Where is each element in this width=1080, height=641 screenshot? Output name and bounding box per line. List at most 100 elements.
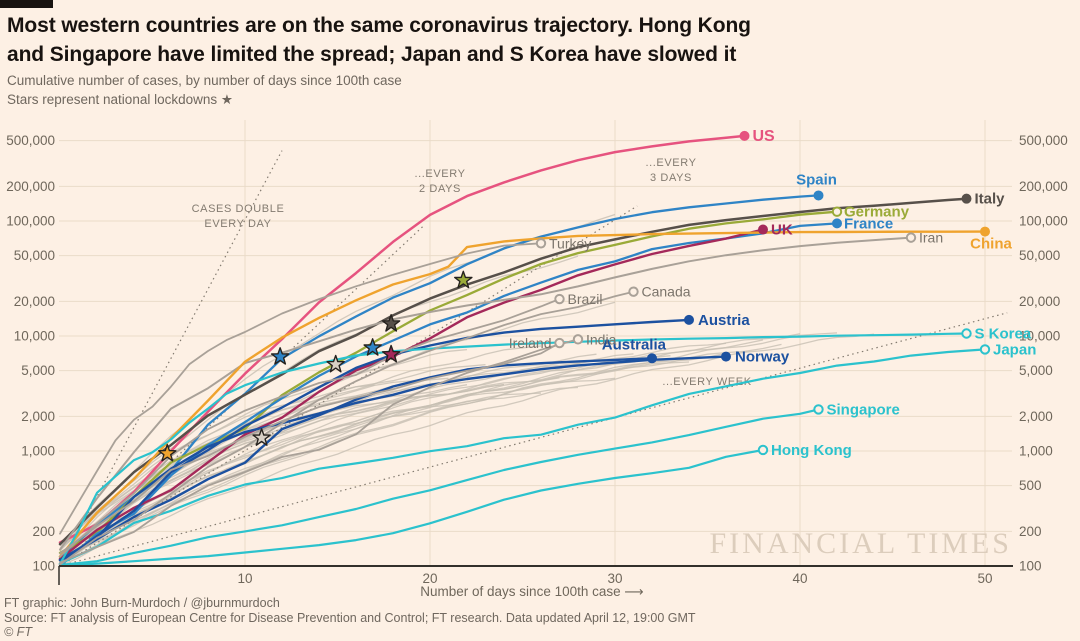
series-label-france: France — [844, 215, 893, 232]
lockdown-star — [363, 338, 382, 356]
endpoint-marker-ireland — [554, 337, 565, 349]
lockdown-star — [252, 428, 271, 446]
endpoint-marker-france — [832, 218, 842, 229]
series-line-canada — [59, 290, 635, 566]
x-tick-label: 20 — [422, 571, 437, 586]
y-tick-label-right: 50,000 — [1019, 248, 1060, 263]
series-line-us — [58, 134, 746, 544]
series-label-singapore: Singapore — [827, 401, 900, 418]
y-tick-label-left: 1,000 — [21, 444, 55, 459]
endpoint-marker-uk — [758, 224, 768, 235]
lockdown-star — [381, 344, 401, 363]
y-tick-label-right: 10,000 — [1019, 329, 1060, 344]
y-tick-label-right: 5,000 — [1019, 363, 1053, 378]
ft-watermark: FINANCIAL TIMES — [709, 527, 1012, 560]
y-tick-label-left: 50,000 — [14, 248, 55, 263]
series-label-s-korea: S Korea — [975, 326, 1032, 343]
series-label-norway: Norway — [735, 349, 790, 366]
endpoint-marker-australia — [647, 353, 657, 364]
series-line-turkey — [59, 242, 542, 535]
series-label-hong-kong: Hong Kong — [771, 442, 852, 459]
x-tick-label: 50 — [977, 571, 992, 586]
chart-subtitle-line-1: Cumulative number of cases, by number of… — [7, 73, 402, 88]
series-label-turkey: Turkey — [549, 235, 591, 251]
background-country-line — [59, 333, 801, 564]
series-line-japan — [58, 348, 987, 565]
y-tick-label-left: 100,000 — [6, 214, 55, 229]
y-tick-label-right: 1,000 — [1019, 444, 1053, 459]
series-line-india — [59, 338, 579, 564]
y-tick-label-left: 10,000 — [14, 329, 55, 344]
series-label-germany: Germany — [844, 204, 910, 221]
endpoint-marker-germany — [831, 206, 843, 217]
y-tick-label-left: 500 — [32, 478, 55, 493]
background-country-line — [59, 383, 505, 566]
endpoint-marker-hong-kong — [757, 444, 769, 456]
chart-subtitle-line-2: Stars represent national lockdowns ★ — [7, 92, 233, 107]
y-tick-label-right: 20,000 — [1019, 294, 1060, 309]
series-label-spain: Spain — [796, 171, 837, 188]
endpoint-marker-china — [980, 226, 990, 237]
endpoint-marker-iran — [905, 232, 917, 243]
series-line-spain — [58, 194, 820, 559]
y-tick-label-right: 2,000 — [1019, 409, 1053, 424]
series-label-us: US — [753, 128, 776, 145]
background-country-line — [59, 377, 560, 556]
endpoint-marker-japan — [979, 344, 991, 355]
y-tick-label-left: 100 — [32, 559, 55, 574]
endpoint-marker-singapore — [813, 404, 824, 415]
series-line-iran — [59, 236, 912, 551]
series-label-uk: UK — [771, 222, 793, 239]
background-country-line — [59, 255, 579, 552]
y-tick-label-right: 200 — [1019, 524, 1042, 539]
doubling-guide-line — [59, 150, 283, 567]
chart-subtitle: Cumulative number of cases, by number of… — [7, 71, 402, 109]
y-tick-label-right: 500,000 — [1019, 133, 1068, 148]
chart-title-line-1: Most western countries are on the same c… — [7, 14, 751, 37]
y-tick-label-left: 500,000 — [6, 133, 55, 148]
lockdown-star — [326, 354, 345, 373]
y-tick-label-left: 2,000 — [21, 409, 55, 424]
y-tick-label-left: 5,000 — [21, 363, 55, 378]
doubling-guide-label: ...EVERY 3 DAYS — [645, 157, 696, 184]
series-label-china: China — [970, 236, 1012, 253]
chart-footer: FT graphic: John Burn-Murdoch / @jburnmu… — [4, 596, 696, 640]
lockdown-star — [158, 443, 177, 462]
lockdown-star — [454, 270, 473, 289]
endpoint-marker-turkey — [535, 238, 547, 249]
y-tick-label-right: 100,000 — [1019, 214, 1068, 229]
footer-copyright: © FT — [4, 625, 32, 639]
series-label-iran: Iran — [919, 230, 943, 246]
chart-title-line-2: and Singapore have limited the spread; J… — [7, 43, 737, 66]
y-tick-label-right: 500 — [1019, 478, 1042, 493]
y-tick-label-right: 200,000 — [1019, 179, 1068, 194]
endpoint-marker-italy — [961, 193, 972, 204]
series-label-japan: Japan — [993, 341, 1036, 358]
x-axis-title: Number of days since 100th case ⟶ — [420, 584, 643, 599]
background-country-line — [59, 342, 727, 563]
series-label-austria: Austria — [698, 312, 750, 329]
series-line-germany — [58, 210, 839, 555]
endpoint-marker-brazil — [554, 293, 565, 305]
y-tick-label-left: 20,000 — [14, 294, 55, 309]
doubling-guide-label: CASES DOUBLE EVERY DAY — [192, 203, 285, 230]
doubling-guide-label: ...EVERY 2 DAYS — [414, 168, 465, 195]
series-line-australia — [58, 357, 654, 562]
background-country-line — [59, 333, 875, 567]
y-tick-label-right: 100 — [1019, 559, 1042, 574]
endpoint-marker-india — [572, 334, 584, 345]
doubling-guide-line — [59, 205, 638, 567]
x-tick-label: 40 — [792, 571, 807, 586]
endpoint-marker-austria — [684, 314, 694, 325]
series-label-brazil: Brazil — [568, 291, 603, 307]
lockdown-star — [381, 314, 401, 332]
series-label-india: India — [586, 331, 617, 347]
doubling-guide-line — [59, 312, 1008, 567]
series-line-hong-kong — [58, 448, 765, 567]
endpoint-marker-canada — [628, 286, 639, 297]
series-line-singapore — [58, 408, 820, 567]
series-label-australia: Australia — [602, 336, 667, 353]
series-label-ireland: Ireland — [509, 335, 552, 351]
